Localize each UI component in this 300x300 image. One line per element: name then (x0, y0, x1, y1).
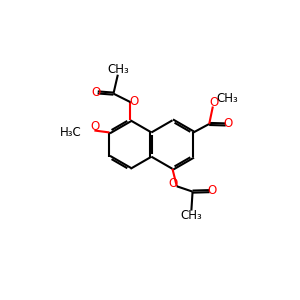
Text: O: O (91, 86, 101, 99)
Text: O: O (210, 96, 219, 109)
Text: O: O (224, 118, 232, 130)
Text: CH₃: CH₃ (181, 209, 202, 222)
Text: CH₃: CH₃ (216, 92, 238, 105)
Text: CH₃: CH₃ (107, 63, 129, 76)
Text: O: O (91, 120, 100, 133)
Text: O: O (207, 184, 217, 197)
Text: H₃C: H₃C (60, 126, 82, 139)
Text: O: O (169, 178, 178, 190)
Text: O: O (129, 95, 139, 108)
